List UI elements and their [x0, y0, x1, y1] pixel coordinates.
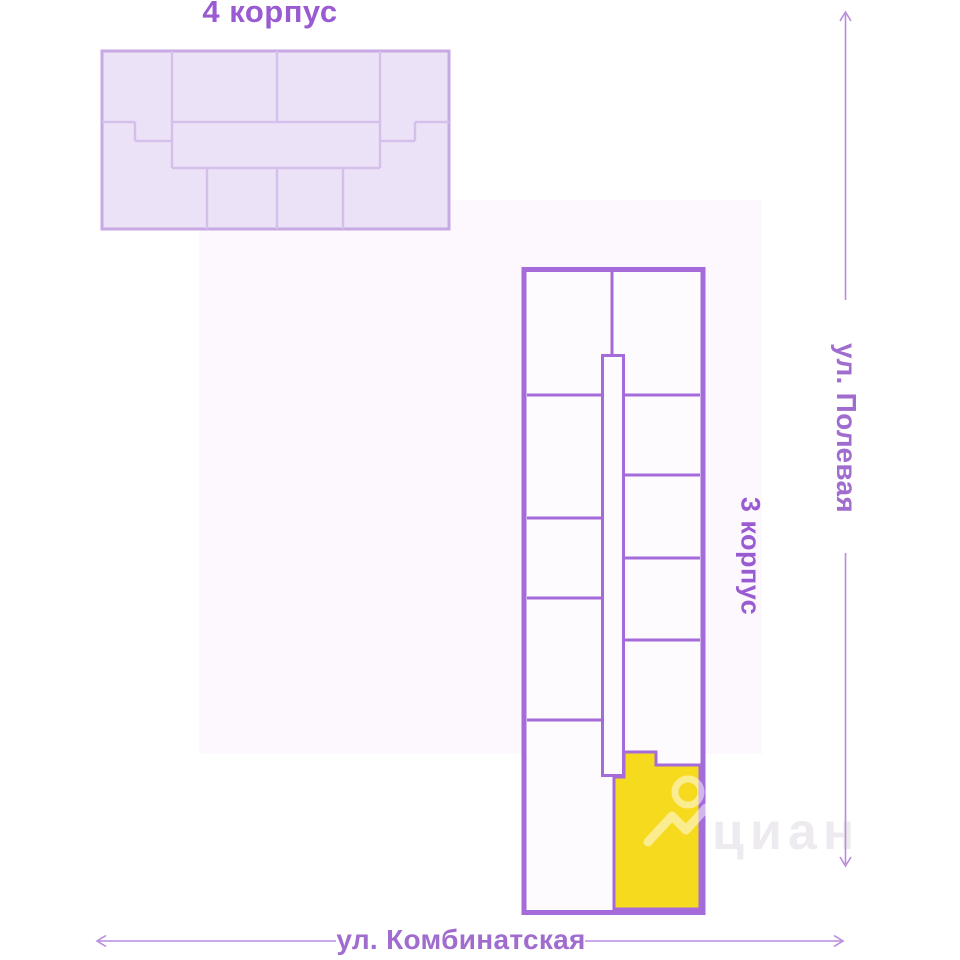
cian-watermark-text: циан — [712, 803, 861, 861]
street-label-polevaya: ул. Полевая — [831, 342, 862, 514]
street-label-kombinatskaya: ул. Комбинатская — [336, 924, 586, 955]
arrow-head-right — [833, 934, 845, 948]
street-direction-arrows — [95, 10, 852, 948]
cian-pin-watermark-icon — [643, 775, 711, 847]
building-3-label: 3 корпус — [735, 496, 766, 616]
building-4-plan — [100, 49, 451, 231]
watermark-pin-zigzag — [643, 803, 711, 847]
building-4-label: 4 корпус — [202, 0, 338, 29]
arrow-head-down — [839, 856, 852, 868]
watermark-pin-circle — [671, 775, 705, 809]
arrow-head-up — [839, 10, 852, 22]
building-3-core-shaft — [601, 354, 625, 777]
arrow-head-left — [95, 934, 107, 948]
